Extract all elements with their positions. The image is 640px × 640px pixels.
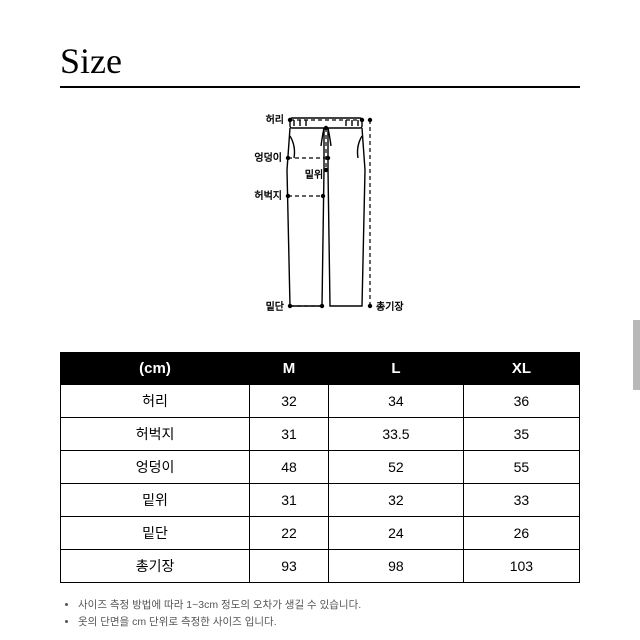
notes-list: 사이즈 측정 방법에 따라 1~3cm 정도의 오차가 생길 수 있습니다. 옷… [60, 597, 580, 631]
table-header-row: (cm) M L XL [61, 353, 580, 385]
label-thigh: 허벅지 [254, 189, 282, 202]
cell: 32 [329, 484, 464, 517]
page-title: Size [60, 40, 580, 88]
table-row: 밑위 31 32 33 [61, 484, 580, 517]
label-waist: 허리 [266, 113, 284, 126]
cell: 55 [463, 451, 579, 484]
cell: 93 [250, 550, 329, 583]
cell: 52 [329, 451, 464, 484]
cell: 36 [463, 385, 579, 418]
cell: 103 [463, 550, 579, 583]
cell: 33.5 [329, 418, 464, 451]
cell: 22 [250, 517, 329, 550]
col-header: XL [463, 353, 579, 385]
row-label: 밑위 [61, 484, 250, 517]
cell: 35 [463, 418, 579, 451]
row-label: 엉덩이 [61, 451, 250, 484]
cell: 24 [329, 517, 464, 550]
cell: 33 [463, 484, 579, 517]
pants-diagram-svg: 허리 엉덩이 밑위 허벅지 밑단 총기장 [190, 106, 450, 336]
table-row: 총기장 93 98 103 [61, 550, 580, 583]
table-row: 밑단 22 24 26 [61, 517, 580, 550]
col-header: M [250, 353, 329, 385]
note-item: 사이즈 측정 방법에 따라 1~3cm 정도의 오차가 생길 수 있습니다. [78, 597, 580, 614]
cell: 31 [250, 418, 329, 451]
row-label: 총기장 [61, 550, 250, 583]
cell: 32 [250, 385, 329, 418]
cell: 48 [250, 451, 329, 484]
note-item: 옷의 단면을 cm 단위로 측정한 사이즈 입니다. [78, 614, 580, 631]
label-hem: 밑단 [266, 300, 285, 313]
cell: 98 [329, 550, 464, 583]
table-row: 허리 32 34 36 [61, 385, 580, 418]
page: Size [0, 0, 640, 640]
cell: 26 [463, 517, 579, 550]
col-header: L [329, 353, 464, 385]
size-table: (cm) M L XL 허리 32 34 36 허벅지 31 33.5 35 엉… [60, 352, 580, 583]
measurement-diagram: 허리 엉덩이 밑위 허벅지 밑단 총기장 [60, 106, 580, 336]
label-rise: 밑위 [305, 168, 323, 181]
cell: 34 [329, 385, 464, 418]
table-row: 엉덩이 48 52 55 [61, 451, 580, 484]
row-label: 허리 [61, 385, 250, 418]
label-hip: 엉덩이 [254, 151, 282, 164]
row-label: 밑단 [61, 517, 250, 550]
table-row: 허벅지 31 33.5 35 [61, 418, 580, 451]
row-label: 허벅지 [61, 418, 250, 451]
label-length: 총기장 [376, 300, 404, 313]
cell: 31 [250, 484, 329, 517]
scrollbar-thumb[interactable] [633, 320, 640, 390]
unit-header: (cm) [61, 353, 250, 385]
